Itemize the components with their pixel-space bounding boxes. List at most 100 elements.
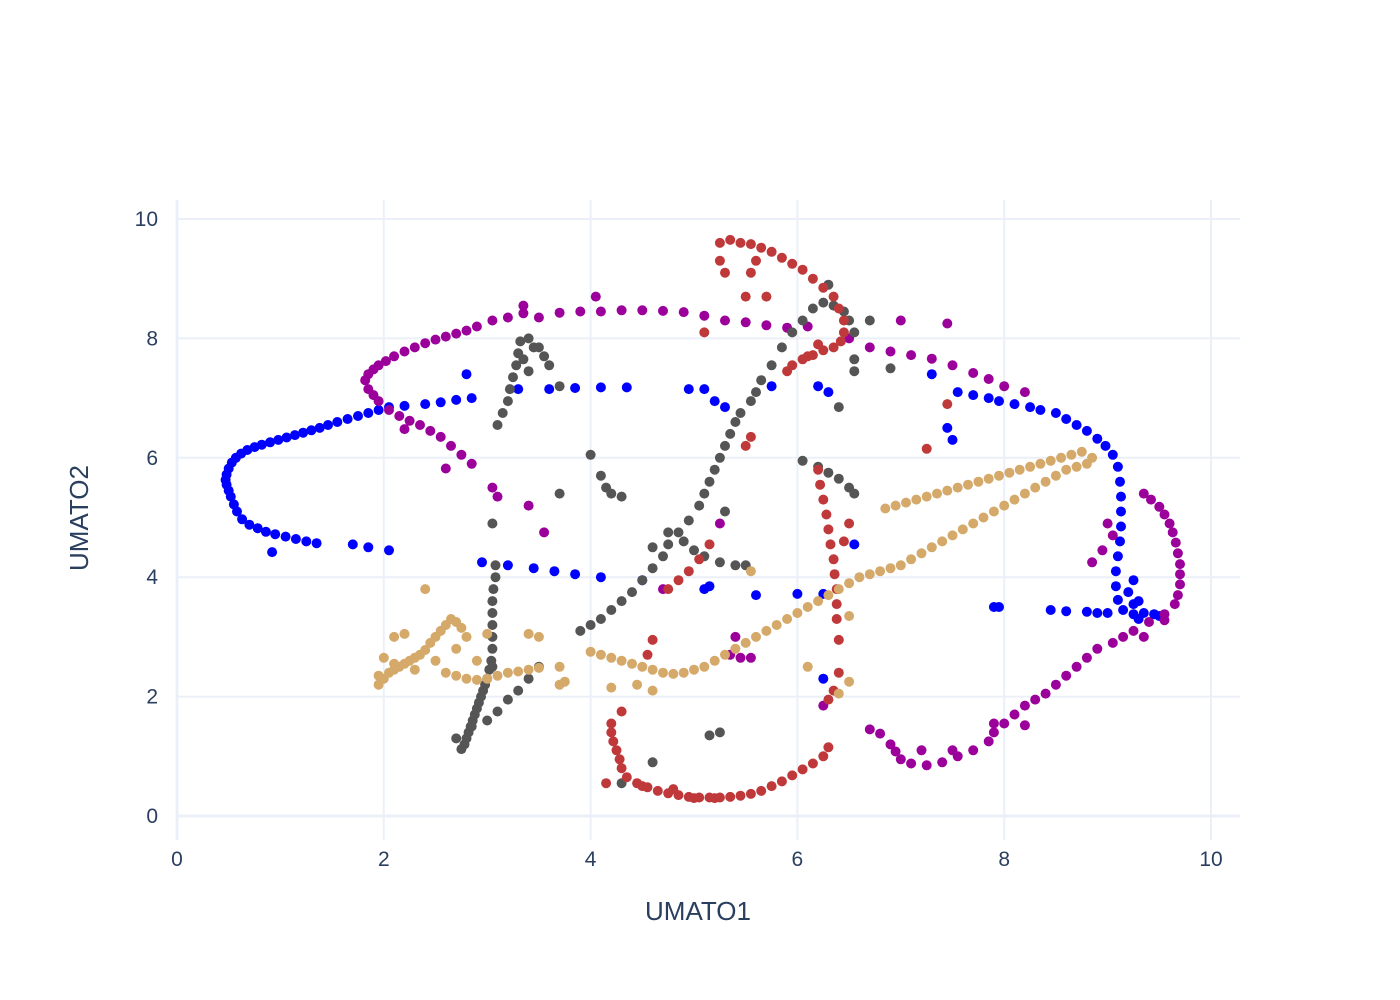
data-point <box>616 491 627 502</box>
data-point <box>1081 425 1092 436</box>
data-point <box>952 482 963 493</box>
data-point <box>988 506 999 517</box>
data-point <box>766 781 777 792</box>
data-point <box>637 781 648 792</box>
data-point <box>751 631 761 642</box>
data-point <box>606 727 617 738</box>
data-point <box>637 575 648 586</box>
data-point <box>301 536 312 547</box>
data-point <box>714 518 725 529</box>
data-point <box>730 631 741 642</box>
data-point <box>1123 587 1134 598</box>
data-point <box>451 643 462 654</box>
data-point <box>714 452 725 463</box>
data-point <box>828 291 839 302</box>
data-point <box>776 776 787 787</box>
data-point <box>807 758 818 769</box>
data-point <box>885 363 896 374</box>
data-point <box>502 694 513 705</box>
data-point <box>490 560 501 571</box>
data-point <box>885 563 896 574</box>
data-point <box>699 310 710 321</box>
data-point <box>947 745 958 756</box>
data-point <box>1133 596 1144 607</box>
data-point <box>1128 575 1139 586</box>
data-point <box>513 384 524 395</box>
data-point <box>451 670 462 681</box>
data-point <box>833 667 844 678</box>
data-point <box>807 303 818 314</box>
data-point <box>252 523 263 534</box>
data-point <box>699 661 710 672</box>
data-point <box>399 424 410 435</box>
data-point <box>237 514 248 525</box>
data-point <box>435 397 446 408</box>
data-point <box>932 488 942 499</box>
data-point <box>1050 408 1061 418</box>
data-point <box>1030 482 1041 493</box>
data-point <box>668 668 679 679</box>
data-point <box>921 443 932 454</box>
data-point <box>818 751 829 762</box>
data-point <box>435 431 446 442</box>
data-point <box>389 351 400 362</box>
data-point <box>673 527 684 538</box>
data-point <box>1102 608 1113 618</box>
data-point <box>782 614 793 624</box>
data-point <box>885 346 896 357</box>
data-point <box>844 676 855 687</box>
data-point <box>616 706 627 717</box>
data-point <box>849 366 860 377</box>
data-point <box>1164 518 1175 529</box>
data-point <box>570 569 581 580</box>
data-point <box>756 375 767 386</box>
data-point <box>694 500 705 511</box>
data-point <box>725 791 736 802</box>
data-point <box>515 336 526 347</box>
data-point <box>658 551 668 562</box>
data-point <box>1061 414 1072 424</box>
data-point <box>1030 694 1041 705</box>
data-points <box>220 234 1185 804</box>
data-point <box>523 366 534 377</box>
data-point <box>818 673 829 684</box>
data-point <box>714 557 725 568</box>
data-point <box>606 652 617 663</box>
data-point <box>704 730 715 741</box>
data-point <box>482 628 493 639</box>
data-point <box>616 763 627 774</box>
data-point <box>1128 625 1139 636</box>
data-point <box>323 420 333 430</box>
data-point <box>745 652 756 663</box>
data-point <box>813 464 824 475</box>
data-point <box>363 542 374 553</box>
data-point <box>1112 594 1123 605</box>
data-point <box>523 664 534 675</box>
y-tick-label: 6 <box>146 447 158 470</box>
data-point <box>1097 545 1108 556</box>
data-point <box>720 402 730 413</box>
data-point <box>761 320 772 331</box>
data-point <box>838 536 849 547</box>
data-point <box>601 778 612 789</box>
data-point <box>813 339 824 350</box>
data-point <box>497 408 508 418</box>
data-point <box>1061 670 1072 681</box>
data-point <box>1154 501 1165 512</box>
data-point <box>440 667 451 678</box>
data-point <box>823 694 834 705</box>
data-point <box>504 384 515 395</box>
data-point <box>1009 709 1020 720</box>
data-point <box>606 682 617 693</box>
data-point <box>487 596 498 607</box>
data-point <box>942 318 953 329</box>
data-point <box>735 652 746 663</box>
data-point <box>921 491 932 502</box>
data-point <box>487 518 498 529</box>
data-point <box>492 706 503 717</box>
data-point <box>549 566 560 577</box>
data-point <box>533 662 544 673</box>
data-point <box>585 449 596 460</box>
data-point <box>942 485 953 496</box>
